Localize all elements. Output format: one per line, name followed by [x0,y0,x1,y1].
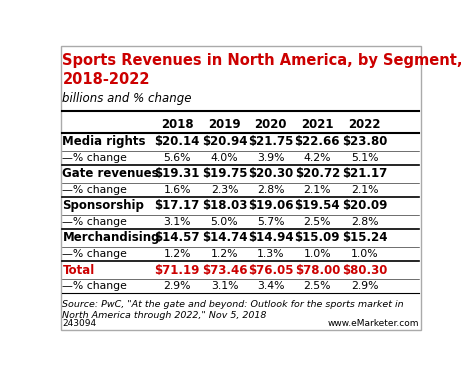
Text: 2.8%: 2.8% [351,217,378,227]
Text: $20.72: $20.72 [295,167,340,180]
Text: 1.0%: 1.0% [304,249,331,259]
Text: $21.17: $21.17 [342,167,387,180]
Text: $18.03: $18.03 [202,199,247,212]
Text: $20.09: $20.09 [342,199,387,212]
Text: 2.1%: 2.1% [304,185,331,195]
Text: $78.00: $78.00 [295,264,340,276]
Text: Total: Total [63,264,94,276]
Text: Source: PwC, "At the gate and beyond: Outlook for the sports market in
North Ame: Source: PwC, "At the gate and beyond: Ou… [63,299,404,320]
Text: —% change: —% change [63,217,127,227]
Text: $20.14: $20.14 [155,135,200,148]
Text: Sponsorship: Sponsorship [63,199,144,212]
Text: $19.31: $19.31 [155,167,200,180]
Text: 2020: 2020 [254,118,287,131]
Text: 3.4%: 3.4% [257,281,284,291]
Text: 5.1%: 5.1% [351,153,378,163]
Text: Media rights: Media rights [63,135,146,148]
Text: 243094: 243094 [63,319,96,328]
Text: Merchandising: Merchandising [63,231,160,244]
Text: 2.1%: 2.1% [351,185,378,195]
Text: —% change: —% change [63,249,127,259]
Text: 1.0%: 1.0% [351,249,378,259]
Text: 2.5%: 2.5% [304,217,331,227]
Text: 5.6%: 5.6% [164,153,191,163]
Text: $22.66: $22.66 [295,135,340,148]
Text: 3.1%: 3.1% [164,217,191,227]
Text: 2.5%: 2.5% [304,281,331,291]
Text: 1.6%: 1.6% [164,185,191,195]
Text: $20.30: $20.30 [248,167,293,180]
Text: 2.3%: 2.3% [211,185,238,195]
Text: $15.24: $15.24 [342,231,387,244]
Text: 4.0%: 4.0% [211,153,238,163]
Text: —% change: —% change [63,281,127,291]
Text: 2018: 2018 [161,118,194,131]
Text: 1.3%: 1.3% [257,249,284,259]
Text: $15.09: $15.09 [295,231,340,244]
Text: $17.17: $17.17 [155,199,200,212]
Text: 3.9%: 3.9% [257,153,284,163]
Text: 2.9%: 2.9% [164,281,191,291]
Text: —% change: —% change [63,185,127,195]
Text: $73.46: $73.46 [202,264,247,276]
Text: 2.8%: 2.8% [257,185,284,195]
Text: billions and % change: billions and % change [63,92,192,105]
Text: $14.74: $14.74 [202,231,247,244]
Text: 5.0%: 5.0% [211,217,238,227]
Text: $71.19: $71.19 [155,264,200,276]
Text: 4.2%: 4.2% [304,153,331,163]
Text: Gate revenues: Gate revenues [63,167,159,180]
Text: 2022: 2022 [348,118,381,131]
Text: $14.57: $14.57 [154,231,200,244]
Text: www.eMarketer.com: www.eMarketer.com [328,319,419,328]
Text: $76.05: $76.05 [248,264,293,276]
Text: 3.1%: 3.1% [211,281,238,291]
Text: 2.9%: 2.9% [351,281,378,291]
Text: $14.94: $14.94 [248,231,294,244]
Text: $80.30: $80.30 [342,264,387,276]
Text: $19.06: $19.06 [248,199,293,212]
Text: 1.2%: 1.2% [164,249,191,259]
Text: $19.54: $19.54 [295,199,340,212]
Text: 5.7%: 5.7% [257,217,284,227]
Text: $19.75: $19.75 [202,167,247,180]
Text: Sports Revenues in North America, by Segment,
2018-2022: Sports Revenues in North America, by Seg… [63,53,463,87]
Text: 2021: 2021 [301,118,334,131]
Text: $23.80: $23.80 [342,135,387,148]
Text: $21.75: $21.75 [248,135,293,148]
Text: $20.94: $20.94 [202,135,247,148]
Text: 2019: 2019 [208,118,241,131]
Text: 1.2%: 1.2% [211,249,238,259]
Text: —% change: —% change [63,153,127,163]
